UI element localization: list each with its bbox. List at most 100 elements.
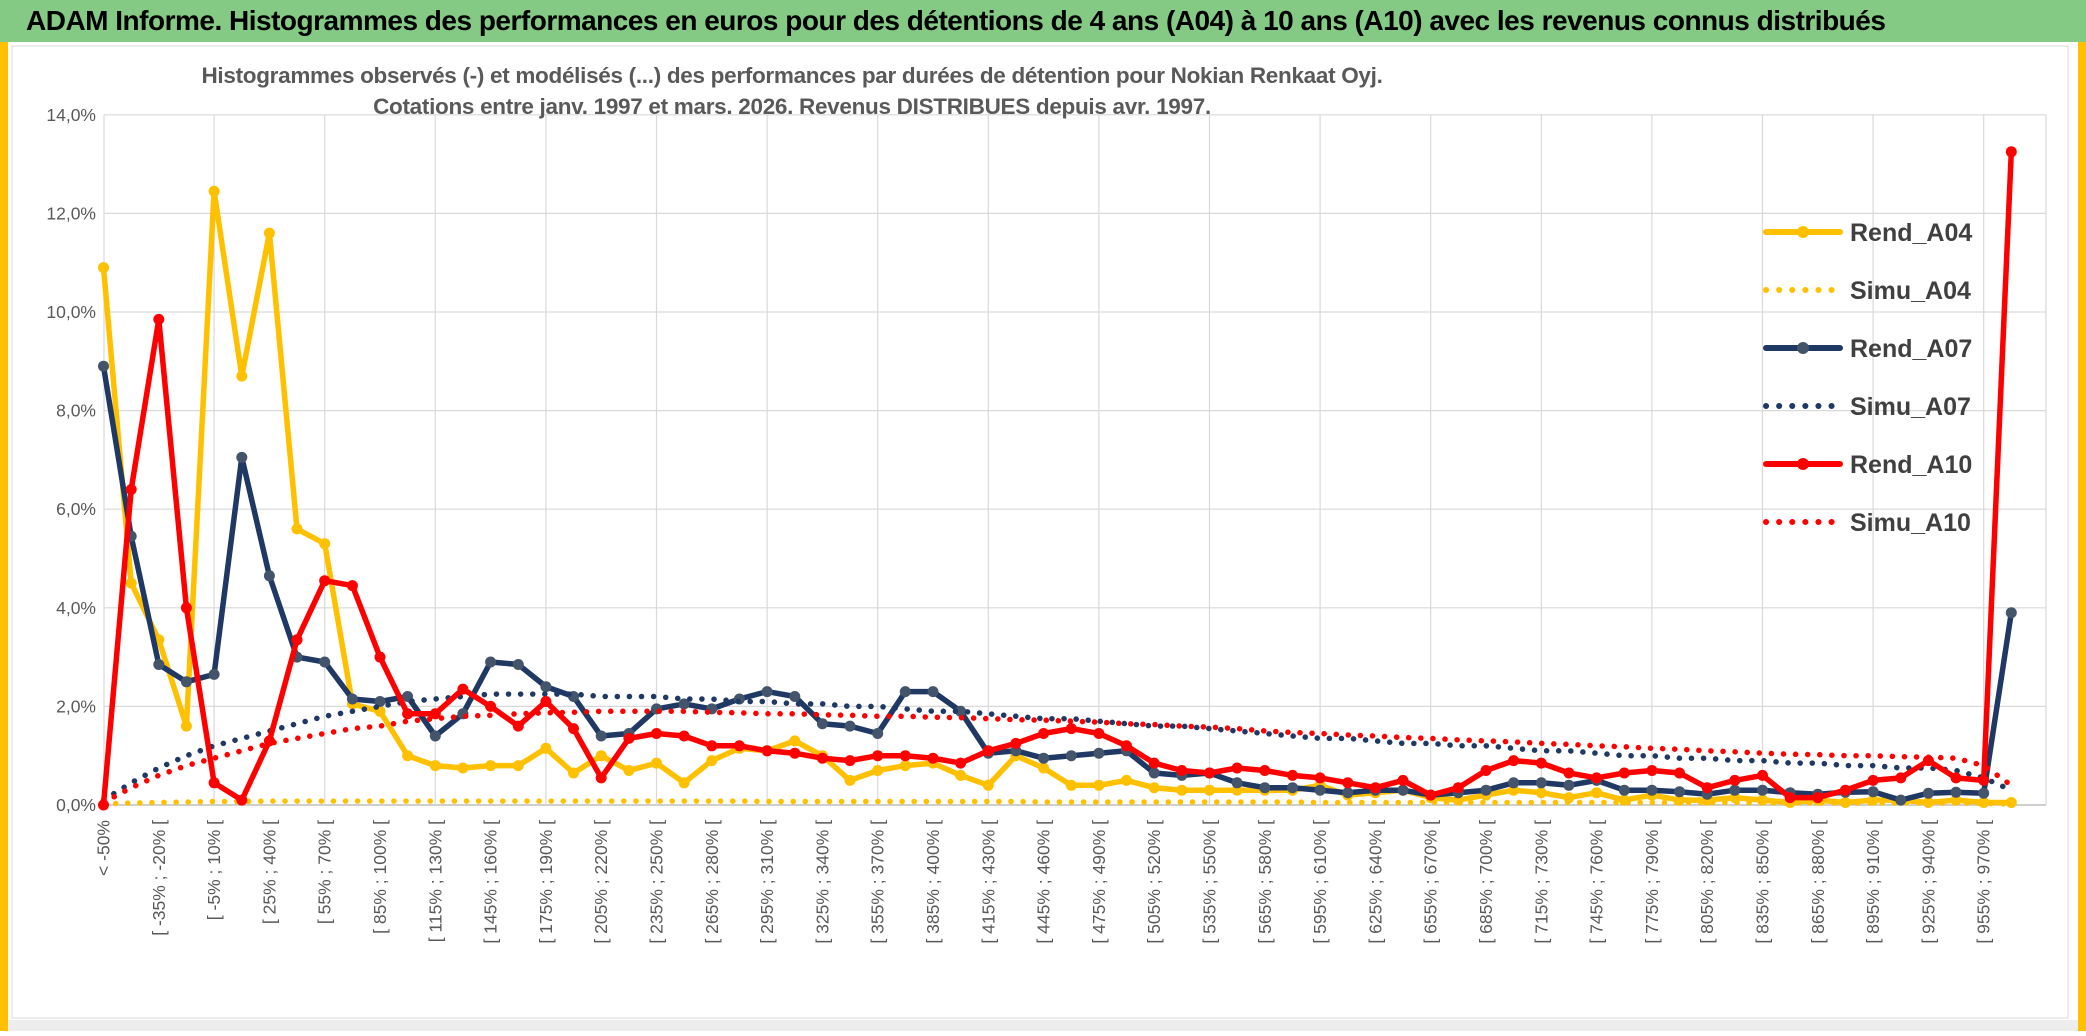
data-point-Rend_A07 (180, 676, 192, 688)
data-point-Rend_A07 (1259, 782, 1271, 794)
data-point-Rend_A10 (1784, 792, 1796, 804)
data-point-Rend_A10 (346, 580, 358, 592)
data-point-Rend_A07 (540, 681, 552, 693)
chart-title: Histogrammes observés (-) et modélisés (… (201, 63, 1382, 119)
data-point-Rend_A07 (1065, 750, 1077, 762)
x-axis-label: [ 25% ; 40% [ (259, 820, 279, 924)
data-point-Rend_A04 (706, 755, 718, 767)
legend-item-Rend_A10: Rend_A10 (1763, 451, 1972, 479)
data-point-Rend_A04 (98, 262, 109, 274)
data-point-Rend_A07 (1674, 786, 1685, 798)
data-point-Rend_A10 (1867, 774, 1879, 786)
data-point-Rend_A04 (1093, 779, 1105, 791)
data-point-Rend_A10 (899, 750, 911, 762)
x-axis-label: [ 205% ; 220% [ (591, 820, 611, 944)
x-axis-label: [ -35% ; -20% [ (149, 820, 169, 936)
x-axis-label: [ 925% ; 940% [ (1918, 820, 1938, 944)
legend-label: Rend_A10 (1850, 451, 1972, 479)
data-point-Rend_A10 (540, 696, 552, 707)
x-axis-label: [ 415% ; 430% [ (978, 820, 998, 944)
y-axis-label: 8,0% (56, 401, 96, 421)
x-axis-label: [ 565% ; 580% [ (1255, 820, 1275, 944)
data-point-Rend_A04 (595, 750, 607, 762)
legend-item-Rend_A07: Rend_A07 (1763, 335, 1972, 363)
data-point-Rend_A07 (1618, 784, 1630, 796)
right-accent-border (2078, 30, 2086, 1031)
data-point-Rend_A10 (1978, 774, 1990, 786)
data-point-Rend_A10 (153, 313, 165, 325)
data-point-Rend_A07 (512, 659, 524, 670)
data-point-Rend_A07 (872, 728, 884, 739)
x-axis-label: [ 175% ; 190% [ (536, 820, 556, 944)
gridlines: 0,0% 2,0% 4,0% 6,0% 8,0% 10,0% 12,0% 14,0% (46, 105, 2047, 815)
data-point-Rend_A04 (540, 742, 552, 754)
data-point-Rend_A07 (1480, 784, 1492, 796)
data-point-Rend_A10 (1287, 769, 1298, 781)
data-point-Rend_A10 (1342, 777, 1354, 789)
data-point-Rend_A10 (872, 750, 884, 762)
x-axis-label: [ 235% ; 250% [ (647, 820, 667, 944)
data-point-Rend_A10 (1839, 784, 1851, 796)
data-point-Rend_A10 (1314, 772, 1326, 784)
legend-marker-Rend_A07 (1797, 342, 1809, 354)
data-point-Rend_A07 (899, 686, 911, 698)
x-axis-label: [ 745% ; 760% [ (1587, 820, 1607, 944)
data-point-Rend_A04 (844, 774, 856, 786)
data-point-Rend_A10 (1452, 782, 1464, 794)
data-point-Rend_A10 (1397, 774, 1409, 786)
series-Simu_A07 (100, 691, 2015, 803)
x-axis-label: [ 115% ; 130% [ (425, 820, 445, 942)
data-point-Rend_A10 (982, 745, 994, 757)
data-point-Rend_A04 (789, 735, 801, 747)
legend-item-Rend_A04: Rend_A04 (1763, 219, 1972, 247)
data-point-Rend_A04 (623, 765, 635, 776)
data-point-Rend_A04 (982, 779, 994, 791)
data-point-Rend_A07 (1922, 787, 1934, 799)
data-point-Rend_A10 (595, 772, 607, 784)
x-axis-label: [ 955% ; 970% [ (1974, 820, 1994, 944)
x-axis-label: [ 595% ; 610% [ (1310, 820, 1330, 944)
data-point-Rend_A07 (1038, 752, 1050, 764)
data-point-Rend_A07 (1867, 786, 1879, 798)
data-point-Rend_A04 (457, 762, 469, 774)
data-point-Rend_A10 (1148, 757, 1160, 769)
data-point-Rend_A10 (1895, 772, 1907, 784)
data-point-Rend_A04 (2005, 797, 2017, 808)
series-Rend_A10 (98, 146, 2017, 811)
data-point-Rend_A07 (98, 360, 109, 372)
data-point-Rend_A04 (319, 538, 331, 550)
data-point-Rend_A10 (1065, 723, 1077, 735)
data-point-Rend_A07 (1508, 777, 1520, 789)
data-point-Rend_A04 (1065, 779, 1077, 791)
data-point-Rend_A10 (1757, 769, 1768, 781)
data-point-Rend_A10 (125, 484, 137, 495)
data-point-Rend_A07 (1895, 794, 1907, 806)
x-axis-label: [ 505% ; 520% [ (1144, 820, 1164, 944)
data-point-Rend_A07 (374, 696, 386, 707)
data-point-Rend_A07 (236, 451, 248, 463)
x-axis-label: [ 805% ; 820% [ (1697, 820, 1717, 944)
data-point-Rend_A10 (733, 740, 745, 752)
x-axis-label: [ 355% ; 370% [ (868, 820, 888, 944)
data-point-Rend_A10 (1535, 757, 1547, 769)
data-point-Rend_A07 (761, 686, 773, 698)
data-point-Rend_A10 (1674, 767, 1685, 779)
data-point-Rend_A07 (1563, 779, 1575, 791)
data-point-Rend_A10 (291, 634, 303, 646)
data-point-Rend_A10 (2005, 146, 2017, 158)
data-point-Rend_A07 (816, 718, 828, 730)
data-point-Rend_A10 (706, 740, 718, 752)
legend-marker-Rend_A04 (1797, 226, 1809, 238)
data-point-Rend_A07 (1757, 784, 1768, 796)
data-point-Rend_A04 (1535, 787, 1547, 799)
data-point-Rend_A07 (1978, 787, 1990, 799)
data-point-Rend_A10 (512, 720, 524, 732)
x-axis-label: [ 325% ; 340% [ (812, 820, 832, 944)
x-axis-label: [ 55% ; 70% [ (315, 820, 335, 924)
x-axis-label: [ 295% ; 310% [ (757, 820, 777, 944)
data-point-Rend_A10 (485, 700, 497, 712)
x-axis-label: [ 895% ; 910% [ (1863, 820, 1883, 944)
data-point-Rend_A07 (844, 720, 856, 732)
data-point-Rend_A10 (568, 723, 579, 735)
data-point-Rend_A04 (1121, 774, 1132, 786)
